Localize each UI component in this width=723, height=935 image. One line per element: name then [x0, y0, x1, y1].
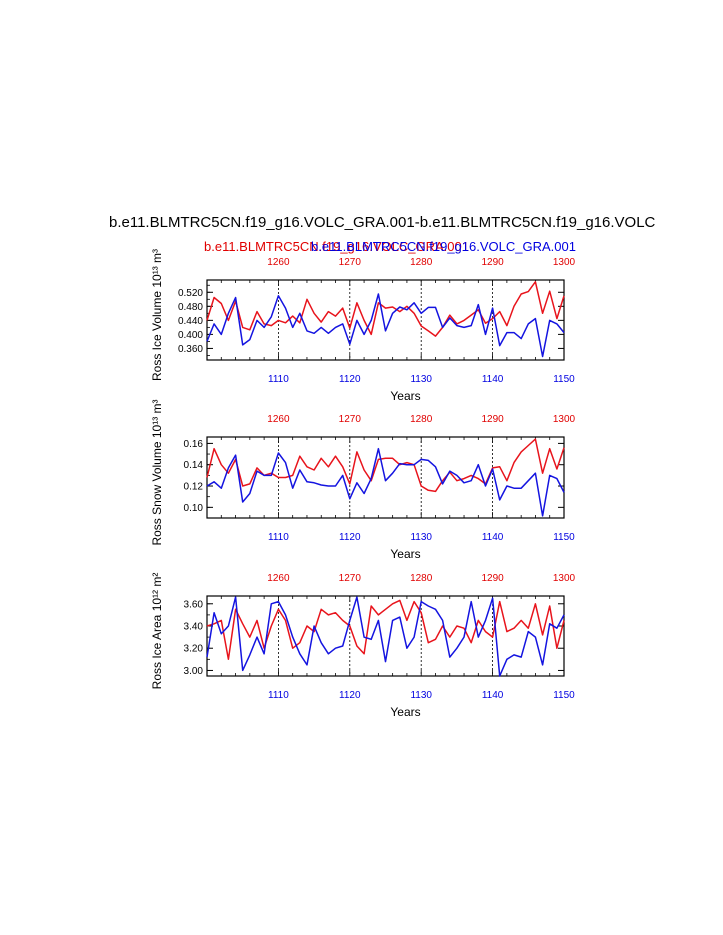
y-tick-label: 0.400 [178, 330, 203, 341]
top-x-tick-label: 1290 [481, 257, 504, 268]
bottom-x-tick-label: 1140 [482, 374, 504, 385]
bottom-x-tick-label: 1110 [268, 690, 289, 701]
top-x-tick-label: 1260 [267, 414, 290, 425]
top-x-tick-label: 1270 [339, 257, 362, 268]
main-title: b.e11.BLMTRC5CN.f19_g16.VOLC_GRA.001-b.e… [109, 214, 656, 231]
top-x-tick-label: 1270 [339, 414, 362, 425]
bottom-x-tick-label: 1120 [339, 532, 361, 543]
top-x-tick-label: 1280 [410, 414, 433, 425]
top-x-tick-label: 1300 [553, 573, 576, 584]
bottom-x-tick-label: 1110 [268, 374, 289, 385]
y-tick-label: 0.440 [178, 316, 203, 327]
plot-frame-1 [206, 279, 565, 361]
bottom-x-tick-label: 1130 [410, 532, 432, 543]
bottom-x-tick-label: 1130 [410, 374, 432, 385]
y-tick-label: 0.12 [184, 482, 204, 493]
series-line-blue [206, 447, 565, 517]
y-tick-label: 3.60 [184, 599, 204, 610]
plot-frame-3 [206, 595, 565, 677]
bottom-x-tick-label: 1130 [410, 690, 432, 701]
top-x-tick-label: 1280 [410, 573, 433, 584]
y-axis-title: Ross Ice Area 10¹² m² [150, 573, 164, 690]
bottom-x-tick-label: 1120 [339, 690, 361, 701]
x-axis-title: Years [390, 705, 420, 719]
y-tick-label: 0.480 [178, 302, 203, 313]
bottom-x-tick-label: 1150 [553, 374, 575, 385]
series-line-blue [206, 293, 565, 358]
x-axis-title: Years [390, 547, 420, 561]
y-axis-title: Ross Ice Volume 10¹³ m³ [150, 249, 164, 381]
y-tick-label: 3.40 [184, 622, 204, 633]
bottom-x-tick-label: 1150 [553, 532, 575, 543]
y-tick-label: 0.14 [184, 460, 204, 471]
y-tick-label: 0.520 [178, 288, 203, 299]
y-tick-label: 0.10 [184, 503, 204, 514]
bottom-x-tick-label: 1140 [482, 690, 504, 701]
y-tick-label: 3.20 [184, 644, 204, 655]
left-subtitle: b.e11.BLMTRC5CN.f19_g16.VOLC_GRA.001 [204, 239, 469, 254]
top-x-tick-label: 1290 [481, 573, 504, 584]
bottom-x-tick-label: 1150 [553, 690, 575, 701]
x-axis-title: Years [390, 389, 420, 403]
top-x-tick-label: 1300 [553, 414, 576, 425]
bottom-x-tick-label: 1140 [482, 532, 504, 543]
y-tick-label: 0.16 [184, 439, 204, 450]
top-x-tick-label: 1290 [481, 414, 504, 425]
y-axis-title: Ross Snow Volume 10¹³ m³ [150, 399, 164, 545]
y-tick-label: 0.360 [178, 344, 203, 355]
top-x-tick-label: 1260 [267, 573, 290, 584]
top-x-tick-label: 1300 [553, 257, 576, 268]
bottom-x-tick-label: 1110 [268, 532, 289, 543]
y-tick-label: 3.00 [184, 666, 204, 677]
bottom-x-tick-label: 1120 [339, 374, 361, 385]
top-x-tick-label: 1260 [267, 257, 290, 268]
series-line-red [206, 599, 565, 661]
series-line-blue [206, 596, 565, 677]
top-x-tick-label: 1280 [410, 257, 433, 268]
series-line-red [206, 438, 565, 493]
right-subtitle: b.e11.BLMTRC5CN.f19_g16.VOLC_GRA.001 [311, 239, 576, 254]
top-x-tick-label: 1270 [339, 573, 362, 584]
